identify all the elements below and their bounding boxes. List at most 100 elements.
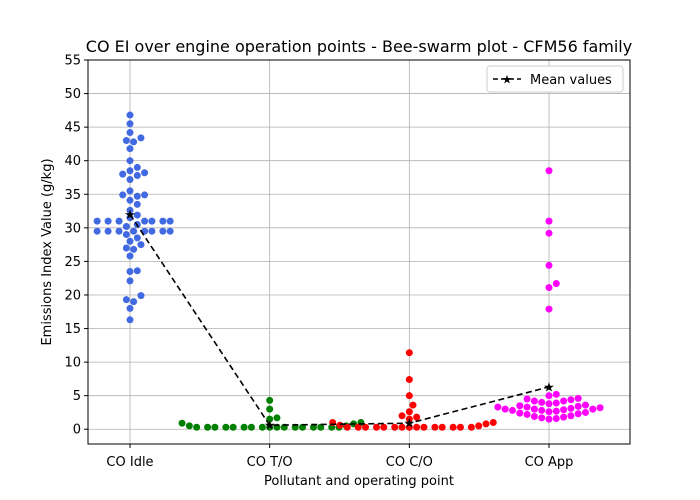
swarm-point	[126, 187, 134, 195]
x-tick-label: CO Idle	[106, 455, 153, 470]
swarm-point	[126, 252, 134, 260]
swarm-point	[126, 145, 134, 153]
swarm-point	[530, 397, 538, 405]
swarm-point	[119, 191, 127, 199]
swarm-point	[523, 395, 531, 403]
swarm-point	[126, 167, 134, 175]
swarm-point	[130, 298, 138, 306]
swarm-point	[380, 423, 388, 431]
swarm-point	[137, 241, 145, 249]
swarm-point	[133, 200, 141, 208]
swarm-point	[438, 423, 446, 431]
swarm-point	[141, 217, 149, 225]
y-tick-label: 40	[64, 154, 81, 169]
swarm-point	[159, 217, 167, 225]
swarm-point	[494, 403, 502, 411]
swarm-point	[122, 244, 130, 252]
swarm-point	[133, 234, 141, 242]
y-tick-label: 15	[64, 322, 81, 337]
swarm-point	[538, 398, 546, 406]
swarm-point	[523, 403, 531, 411]
swarm-point	[574, 402, 582, 410]
swarm-point	[126, 304, 134, 312]
swarm-point	[266, 415, 274, 423]
swarm-point	[545, 408, 553, 416]
swarm-point	[126, 120, 134, 128]
swarm-point	[560, 397, 568, 405]
swarm-point	[545, 217, 553, 225]
swarm-point	[354, 423, 362, 431]
swarm-point	[211, 423, 219, 431]
grid	[88, 59, 630, 444]
legend: ★ Mean values	[486, 65, 624, 93]
swarm-point	[567, 396, 575, 404]
swarm-point	[126, 267, 134, 275]
y-tick-label: 25	[64, 255, 81, 270]
swarm-point	[178, 419, 186, 427]
swarm-point	[266, 396, 274, 404]
swarm-point	[273, 414, 281, 422]
y-tick-label: 20	[64, 288, 81, 303]
swarm-point	[574, 394, 582, 402]
swarm-point	[405, 349, 413, 357]
swarm-point	[538, 406, 546, 414]
y-tick-label: 10	[64, 356, 81, 371]
swarm-point	[93, 227, 101, 235]
swarm-point	[574, 410, 582, 418]
swarm-point	[309, 423, 317, 431]
swarm-point	[126, 157, 134, 165]
swarm-point	[126, 129, 134, 137]
swarm-point	[405, 415, 413, 423]
swarm-point	[545, 415, 553, 423]
swarm-point	[266, 423, 274, 431]
swarm-point	[552, 399, 560, 407]
swarm-point	[545, 400, 553, 408]
x-tick-label: CO T/O	[247, 455, 293, 470]
legend-star-icon: ★	[502, 73, 513, 87]
swarm-point	[343, 423, 351, 431]
swarm-point	[398, 423, 406, 431]
mean-star-marker: ★	[124, 208, 136, 223]
swarm-point	[166, 217, 174, 225]
swarm-point	[552, 280, 560, 288]
swarm-point	[405, 423, 413, 431]
swarm-point	[266, 405, 274, 413]
swarm-point	[420, 423, 428, 431]
legend-label: Mean values	[530, 73, 612, 88]
swarm-point	[552, 407, 560, 415]
swarm-point	[122, 222, 130, 230]
swarm-point	[449, 423, 457, 431]
swarm-point	[596, 404, 604, 412]
swarm-point	[475, 422, 483, 430]
y-tick-label: 50	[64, 87, 81, 102]
swarm-point	[413, 423, 421, 431]
swarm-point	[193, 423, 201, 431]
swarm-point	[516, 402, 524, 410]
swarm-point	[122, 231, 130, 239]
swarm-point	[545, 229, 553, 237]
swarm-point	[229, 423, 237, 431]
swarm-point	[133, 192, 141, 200]
y-tick-label: 35	[64, 188, 81, 203]
swarm-point	[362, 423, 370, 431]
swarm-point	[126, 316, 134, 324]
y-tick-label: 45	[64, 121, 81, 136]
swarm-point	[336, 421, 344, 429]
mean-line-path	[129, 213, 550, 427]
swarm-point	[589, 405, 597, 413]
swarm-point	[137, 134, 145, 142]
swarm-point	[130, 138, 138, 146]
x-axis-label: Pollutant and operating point	[264, 474, 454, 489]
swarm-point	[133, 267, 141, 275]
swarm-point	[222, 423, 230, 431]
swarm-point	[538, 414, 546, 422]
swarm-point	[516, 409, 524, 417]
swarm-point	[582, 408, 589, 416]
swarm-point	[126, 111, 134, 119]
swarm-point	[258, 423, 266, 431]
swarm-point	[523, 410, 531, 418]
swarm-point	[552, 414, 560, 422]
swarm-point	[467, 423, 475, 431]
swarm-point	[126, 196, 134, 204]
x-tick-label: CO C/O	[386, 455, 433, 470]
